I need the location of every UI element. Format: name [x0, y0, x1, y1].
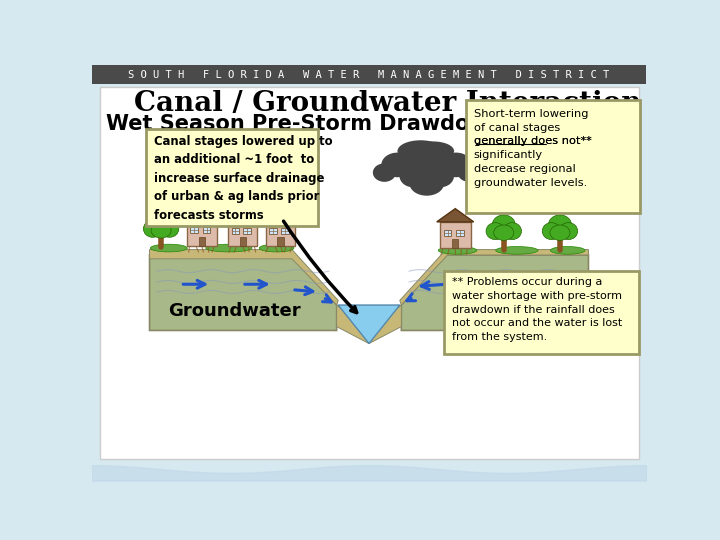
Text: generally does not**: generally does not** [474, 137, 591, 146]
Ellipse shape [412, 141, 454, 161]
Ellipse shape [494, 225, 514, 240]
FancyBboxPatch shape [99, 87, 639, 459]
Text: Short-term lowering: Short-term lowering [474, 109, 588, 119]
Ellipse shape [438, 247, 477, 254]
Ellipse shape [559, 222, 577, 240]
Ellipse shape [503, 222, 521, 240]
Ellipse shape [550, 247, 585, 254]
Text: decrease regional: decrease regional [474, 164, 575, 174]
Ellipse shape [161, 220, 179, 237]
Ellipse shape [150, 244, 187, 252]
Polygon shape [263, 208, 298, 221]
Ellipse shape [405, 143, 448, 174]
Text: groundwater levels.: groundwater levels. [474, 178, 587, 188]
Bar [266, 221, 295, 246]
Polygon shape [401, 255, 588, 330]
Text: Groundwater: Groundwater [168, 302, 300, 320]
FancyBboxPatch shape [146, 129, 318, 226]
Bar [199, 237, 205, 246]
Ellipse shape [259, 244, 294, 252]
Polygon shape [150, 249, 338, 305]
Ellipse shape [427, 164, 454, 187]
Bar [281, 228, 289, 234]
Ellipse shape [150, 213, 173, 233]
Bar [232, 228, 239, 234]
Ellipse shape [486, 222, 505, 240]
Text: of canal stages: of canal stages [474, 123, 560, 132]
Ellipse shape [492, 215, 516, 235]
Text: significantly: significantly [474, 150, 543, 160]
Polygon shape [337, 305, 369, 343]
Ellipse shape [382, 153, 414, 177]
Text: Canal / Groundwater Interaction: Canal / Groundwater Interaction [134, 90, 642, 117]
Ellipse shape [143, 220, 162, 237]
Ellipse shape [206, 244, 252, 252]
Polygon shape [400, 249, 588, 305]
Ellipse shape [457, 164, 481, 182]
FancyBboxPatch shape [92, 65, 647, 84]
Text: Wet Season Pre-Storm Drawdown Operations: Wet Season Pre-Storm Drawdown Operations [106, 114, 641, 134]
FancyBboxPatch shape [466, 100, 640, 213]
FancyBboxPatch shape [444, 271, 639, 354]
Text: ** Problems occur during a
water shortage with pre-storm
drawdown if the rainfal: ** Problems occur during a water shortag… [452, 278, 622, 342]
Bar [203, 227, 210, 233]
Polygon shape [184, 206, 220, 220]
Polygon shape [150, 255, 337, 330]
Bar [452, 239, 459, 248]
Ellipse shape [397, 140, 444, 162]
Bar [190, 227, 198, 233]
Text: Canal stages lowered up to
an additional ~1 foot  to
increase surface drainage
o: Canal stages lowered up to an additional… [154, 135, 333, 222]
Text: S O U T H   F L O R I D A   W A T E R   M A N A G E M E N T   D I S T R I C T: S O U T H F L O R I D A W A T E R M A N … [128, 70, 610, 80]
Ellipse shape [440, 153, 472, 177]
Ellipse shape [151, 222, 171, 238]
Bar [243, 228, 251, 234]
Polygon shape [369, 305, 401, 343]
Ellipse shape [542, 222, 561, 240]
Bar [277, 237, 284, 246]
Polygon shape [338, 305, 400, 343]
Bar [228, 221, 257, 246]
Polygon shape [437, 208, 474, 222]
Ellipse shape [400, 164, 426, 187]
Bar [444, 230, 451, 236]
Ellipse shape [550, 225, 570, 240]
Ellipse shape [549, 215, 572, 235]
Bar [456, 230, 464, 236]
Ellipse shape [373, 164, 396, 182]
Bar [240, 237, 246, 246]
Bar [186, 220, 217, 246]
Ellipse shape [410, 171, 444, 195]
Bar [440, 222, 471, 248]
Ellipse shape [495, 247, 538, 254]
Polygon shape [225, 208, 261, 221]
Text: generally does not**: generally does not** [474, 137, 591, 146]
Bar [269, 228, 277, 234]
